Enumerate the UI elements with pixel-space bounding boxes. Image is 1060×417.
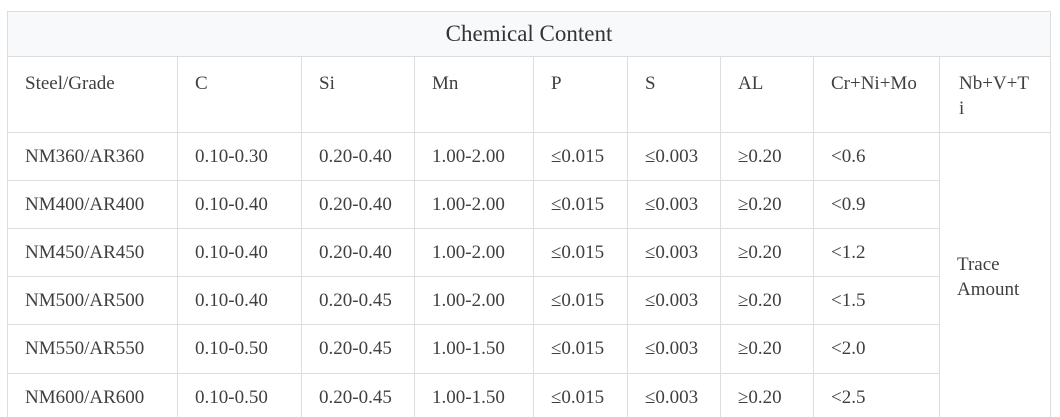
value-cell-s: ≤0.003	[627, 324, 721, 374]
value-cell-mn: 1.00-2.00	[414, 228, 534, 278]
value-cell-si: 0.20-0.40	[301, 228, 415, 278]
value-cell-c: 0.10-0.30	[177, 132, 302, 182]
table-row-nm550: NM550/AR550 0.10-0.50 0.20-0.45 1.00-1.5…	[7, 324, 1051, 374]
value-cell-p: ≤0.015	[533, 132, 628, 182]
value-cell-cr-ni-mo: <0.9	[813, 180, 940, 230]
header-cell-si: Si	[301, 55, 415, 134]
value-cell-cr-ni-mo: <0.6	[813, 132, 940, 182]
value-cell-c: 0.10-0.40	[177, 180, 302, 230]
value-cell-mn: 1.00-2.00	[414, 180, 534, 230]
value-cell-s: ≤0.003	[627, 132, 721, 182]
value-cell-si: 0.20-0.40	[301, 132, 415, 182]
grade-cell: NM360/AR360	[7, 132, 178, 182]
header-cell-steel-grade: Steel/Grade	[7, 55, 178, 134]
table-title: Chemical Content	[6, 11, 1052, 57]
value-cell-p: ≤0.015	[533, 276, 628, 326]
value-cell-cr-ni-mo: <2.5	[813, 372, 940, 417]
table-row-nm500: NM500/AR500 0.10-0.40 0.20-0.45 1.00-2.0…	[7, 276, 1051, 326]
table-header-row: Steel/Grade C Si Mn P S AL Cr+Ni+Mo Nb+V…	[7, 55, 1052, 134]
value-cell-cr-ni-mo: <2.0	[813, 324, 940, 374]
header-cell-cr-ni-mo: Cr+Ni+Mo	[813, 55, 940, 134]
value-cell-al: ≥0.20	[720, 180, 814, 230]
value-cell-c: 0.10-0.40	[177, 276, 302, 326]
value-cell-c: 0.10-0.50	[177, 372, 302, 417]
header-cell-mn: Mn	[414, 55, 534, 134]
header-cell-p: P	[533, 55, 628, 134]
value-cell-c: 0.10-0.50	[177, 324, 302, 374]
value-cell-al: ≥0.20	[720, 372, 814, 417]
table-title-row: Chemical Content	[6, 11, 1052, 57]
grade-cell: NM400/AR400	[7, 180, 178, 230]
value-cell-al: ≥0.20	[720, 132, 814, 182]
grade-cell: NM500/AR500	[7, 276, 178, 326]
grade-cell: NM450/AR450	[7, 228, 178, 278]
value-cell-mn: 1.00-2.00	[414, 276, 534, 326]
table-row-nm600: NM600/AR600 0.10-0.50 0.20-0.45 1.00-1.5…	[7, 372, 1051, 417]
value-cell-mn: 1.00-2.00	[414, 132, 534, 182]
value-cell-mn: 1.00-1.50	[414, 324, 534, 374]
grade-cell: NM600/AR600	[7, 372, 178, 417]
value-cell-p: ≤0.015	[533, 228, 628, 278]
value-cell-c: 0.10-0.40	[177, 228, 302, 278]
chemical-content-table: Chemical Content Steel/Grade C Si Mn P S…	[6, 11, 1052, 417]
value-cell-p: ≤0.015	[533, 180, 628, 230]
table-row-nm400: NM400/AR400 0.10-0.40 0.20-0.40 1.00-2.0…	[7, 180, 1051, 230]
grade-cell: NM550/AR550	[7, 324, 178, 374]
value-cell-cr-ni-mo: <1.2	[813, 228, 940, 278]
value-cell-al: ≥0.20	[720, 276, 814, 326]
table-row-nm450: NM450/AR450 0.10-0.40 0.20-0.40 1.00-2.0…	[7, 228, 1051, 278]
value-cell-s: ≤0.003	[627, 372, 721, 417]
value-cell-p: ≤0.015	[533, 372, 628, 417]
merged-trace-amount-cell: Trace Amount	[938, 132, 1052, 417]
header-cell-c: C	[177, 55, 302, 134]
header-cell-al: AL	[720, 55, 814, 134]
value-cell-si: 0.20-0.40	[301, 180, 415, 230]
value-cell-s: ≤0.003	[627, 276, 721, 326]
value-cell-cr-ni-mo: <1.5	[813, 276, 940, 326]
value-cell-mn: 1.00-1.50	[414, 372, 534, 417]
value-cell-al: ≥0.20	[720, 324, 814, 374]
value-cell-s: ≤0.003	[627, 180, 721, 230]
value-cell-al: ≥0.20	[720, 228, 814, 278]
table-row-nm360: NM360/AR360 0.10-0.30 0.20-0.40 1.00-2.0…	[7, 132, 1052, 417]
value-cell-s: ≤0.003	[627, 228, 721, 278]
header-cell-s: S	[627, 55, 721, 134]
value-cell-si: 0.20-0.45	[301, 324, 415, 374]
value-cell-p: ≤0.015	[533, 324, 628, 374]
value-cell-si: 0.20-0.45	[301, 276, 415, 326]
value-cell-si: 0.20-0.45	[301, 372, 415, 417]
header-cell-nb-v-ti: Nb+V+Ti	[938, 55, 1052, 134]
